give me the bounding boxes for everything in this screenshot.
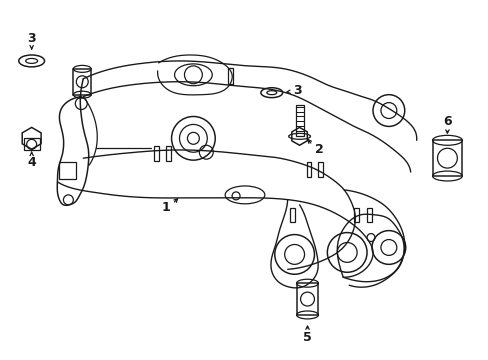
Bar [165,146,170,161]
Text: 4: 4 [27,156,36,168]
Text: 3: 3 [27,32,36,45]
Text: 1: 1 [161,201,170,214]
Bar [73,69,91,95]
Bar [353,208,358,222]
Bar [296,283,318,315]
Bar [318,162,323,177]
Bar [366,208,371,222]
Text: 3: 3 [293,84,301,97]
Text: 6: 6 [442,115,451,128]
Bar [289,208,294,222]
Bar [306,162,311,177]
Text: 5: 5 [303,331,311,344]
Bar [60,162,76,179]
Text: 2: 2 [314,143,323,156]
Bar [228,68,233,84]
Bar [153,146,158,161]
Bar [24,138,40,150]
Bar [432,140,461,176]
Bar [295,105,303,136]
